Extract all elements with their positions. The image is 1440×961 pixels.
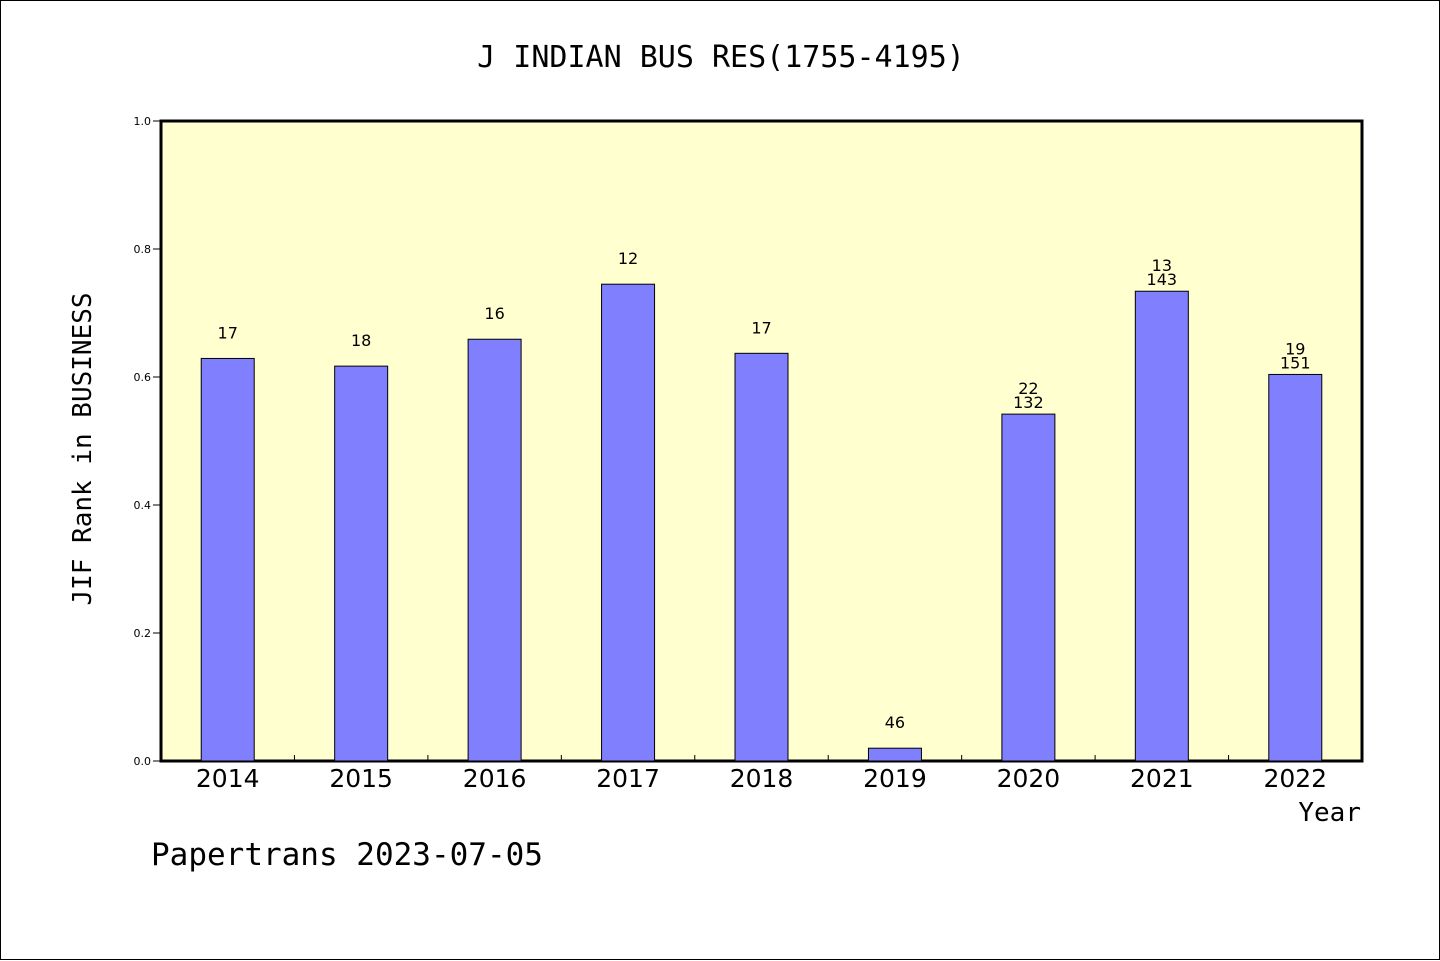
bar-2018 bbox=[734, 352, 789, 762]
y-tick-label: 0.0 bbox=[134, 755, 152, 768]
y-tick-label: 0.8 bbox=[134, 243, 152, 256]
x-tick-label: 2021 bbox=[1130, 764, 1194, 793]
x-tick-label: 2018 bbox=[730, 764, 794, 793]
bar-2020 bbox=[1001, 413, 1056, 762]
chart-title: J INDIAN BUS RES(1755-4195) bbox=[477, 40, 965, 75]
x-tick-label: 2020 bbox=[997, 764, 1061, 793]
bar-label: 12 bbox=[618, 249, 638, 268]
bar-label: 17 bbox=[751, 318, 771, 337]
bar-2016 bbox=[467, 338, 522, 762]
x-tick-label: 2022 bbox=[1263, 764, 1327, 793]
x-tick-label: 2017 bbox=[596, 764, 660, 793]
y-tick-label: 1.0 bbox=[134, 115, 152, 128]
bar-label: 13 bbox=[1152, 256, 1172, 275]
bar-label: 19 bbox=[1285, 339, 1305, 358]
x-tick-label: 2016 bbox=[463, 764, 527, 793]
y-axis-title: JIF Rank in BUSINESS bbox=[68, 292, 98, 605]
bar-2021 bbox=[1134, 290, 1189, 762]
bar-2022 bbox=[1268, 373, 1323, 762]
x-tick-label: 2019 bbox=[863, 764, 927, 793]
x-axis-labels: 2014 2015 2016 2017 2018 2019 2020 2021 2022 bbox=[196, 764, 1327, 793]
x-tick-label: 2014 bbox=[196, 764, 260, 793]
bar-label: 18 bbox=[351, 331, 371, 350]
bar-2017 bbox=[601, 283, 656, 762]
bar-label: 46 bbox=[885, 713, 905, 732]
bar-2015 bbox=[334, 365, 389, 762]
bar-2019 bbox=[867, 747, 922, 762]
bar-2014 bbox=[200, 357, 255, 762]
x-tick-label: 2015 bbox=[329, 764, 393, 793]
footer-credit: Papertrans 2023-07-05 bbox=[151, 837, 543, 873]
y-axis: 0.0 0.2 0.4 0.6 0.8 1.0 bbox=[134, 115, 161, 768]
bar-label: 16 bbox=[484, 304, 504, 323]
bar-label-secondary: 143 bbox=[1147, 270, 1178, 289]
bars bbox=[200, 283, 1323, 762]
bar-label-secondary: 151 bbox=[1280, 353, 1311, 372]
bar-label: 22 bbox=[1018, 379, 1038, 398]
y-tick-label: 0.2 bbox=[134, 627, 152, 640]
x-axis-ticks bbox=[293, 755, 1230, 761]
bar-label: 17 bbox=[218, 323, 238, 342]
bar-label-secondary: 132 bbox=[1013, 393, 1044, 412]
y-tick-label: 0.4 bbox=[134, 499, 152, 512]
y-tick-label: 0.6 bbox=[134, 371, 152, 384]
x-axis-title: Year bbox=[1298, 798, 1361, 828]
